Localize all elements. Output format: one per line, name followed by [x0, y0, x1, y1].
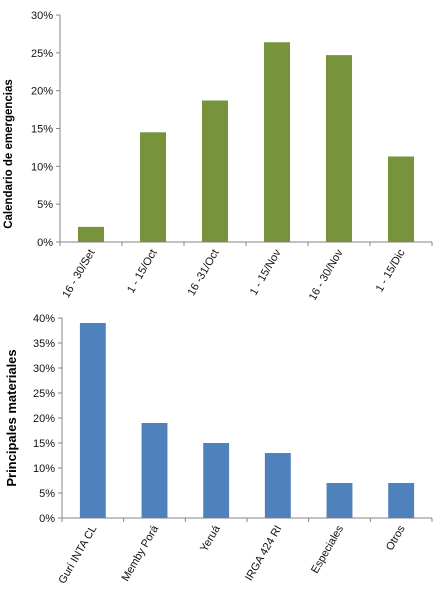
bar	[141, 423, 168, 518]
x-category-label: Especiales	[309, 523, 346, 576]
y-tick-label: 40%	[33, 313, 55, 325]
x-category-label: Gurí INTA CL	[56, 524, 99, 586]
emergence-calendar-plot: Calendario de emergencias 0% 5% 10% 15% 20% 2…	[3, 10, 433, 301]
y-tick-label: 0%	[39, 513, 55, 525]
y-tick-label: 25%	[31, 48, 53, 60]
y-tick-label: 5%	[39, 488, 55, 500]
bar	[203, 443, 230, 518]
bar	[387, 156, 415, 242]
x-category-label: 16 - 30/Nov	[307, 247, 346, 300]
x-category-label: Otros	[384, 523, 408, 553]
x-category-label: 1 - 15/Oct	[125, 248, 160, 296]
y-tick-label: 10%	[33, 463, 55, 475]
main-varieties-plot: Principales materiales 0% 5% 10% 15% 20% 25% 3…	[4, 313, 433, 586]
bar	[201, 100, 229, 243]
main-varieties-chart: Principales materiales 0% 5% 10% 15% 20% 25% 3…	[0, 300, 441, 600]
bar	[388, 483, 415, 518]
y-axis-label: Principales materiales	[4, 349, 19, 486]
y-tick-label: 30%	[31, 10, 53, 22]
bar	[77, 226, 105, 242]
x-category-label: 16 -31/Oct	[186, 248, 222, 298]
y-tick-label: 10%	[31, 161, 53, 173]
x-category-label: 16 - 30/Set	[60, 248, 97, 301]
bar	[79, 323, 106, 518]
y-tick-label: 20%	[33, 413, 55, 425]
emergence-calendar-chart: Calendario de emergencias 0% 5% 10% 15% 20% 2…	[3, 10, 433, 301]
y-tick-label: 5%	[37, 199, 53, 211]
bar	[263, 42, 291, 242]
bar	[325, 55, 353, 242]
y-tick-label: 35%	[33, 338, 55, 350]
bar	[264, 453, 291, 518]
y-tick-label: 15%	[31, 124, 53, 136]
y-tick-label: 30%	[33, 363, 55, 375]
y-tick-label: 0%	[37, 237, 53, 249]
x-category-label: Yeruá	[198, 523, 223, 554]
x-category-label: Memby Porá	[120, 523, 162, 584]
x-category-label: 1 - 15/Nov	[248, 247, 284, 297]
y-tick-label: 15%	[33, 438, 55, 450]
y-tick-label: 25%	[33, 388, 55, 400]
y-tick-label: 20%	[31, 86, 53, 98]
y-axis-label: Calendario de emergencias	[3, 79, 15, 229]
x-category-label: 1 - 15/Dic	[374, 247, 408, 294]
x-category-label: IRGA 424 RI	[243, 524, 284, 583]
bar	[139, 132, 167, 242]
bar	[326, 483, 353, 518]
